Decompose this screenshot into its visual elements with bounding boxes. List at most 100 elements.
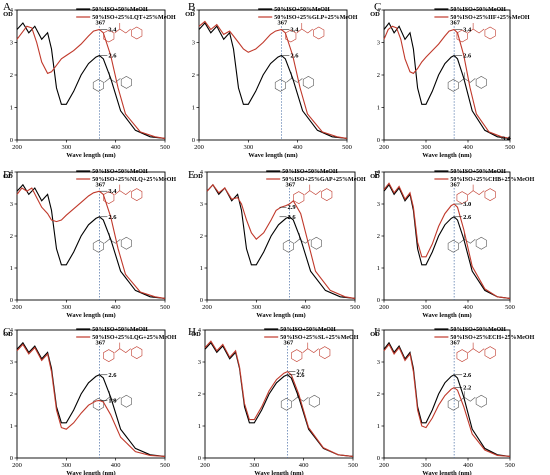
x-axis-label: Wave length (nm) [422, 470, 471, 475]
structure-ring-right [310, 236, 322, 250]
x-tick-label: 500 [350, 304, 360, 311]
y-tick-label: 1 [192, 105, 195, 112]
legend-label: 50%ISO+25%LQT+25%MeOH [92, 15, 176, 21]
y-tick-label: 3 [192, 40, 195, 47]
plot-frame [16, 329, 166, 459]
y-axis-label: OD [370, 331, 380, 338]
iso-structure [282, 233, 322, 253]
structure-bridge [467, 190, 485, 195]
x-axis-label: Wave length (nm) [66, 470, 115, 475]
y-tick-label: 4 [377, 327, 381, 334]
x-tick-label: 500 [505, 462, 515, 469]
peak-label: 367 [278, 20, 289, 27]
annotation-value: 1.8 [108, 397, 117, 404]
x-tick-label: 200 [379, 304, 389, 311]
legend-label: 50%ISO+50%MeOH [274, 7, 330, 13]
structure-bridge [304, 190, 321, 195]
y-tick-label: 0 [377, 297, 380, 304]
y-tick-label: 0 [10, 455, 13, 462]
x-tick-label: 400 [111, 144, 121, 151]
structure-ring-right [120, 236, 132, 250]
legend-label: 50%ISO+50%MeOH [92, 169, 148, 175]
panel-letter: C [374, 1, 381, 13]
structure-ring-right [321, 188, 333, 201]
y-tick-label: 0 [10, 137, 13, 144]
y-tick-label: 1 [377, 105, 380, 112]
peak-label: 367 [286, 181, 297, 188]
x-tick-label: 300 [421, 304, 431, 311]
y-tick-label: 3 [377, 201, 380, 208]
annotation-value: 3.4 [502, 135, 511, 142]
plot-frame [383, 9, 511, 141]
plot-frame [16, 171, 166, 301]
x-tick-label: 200 [12, 144, 22, 151]
series-line-2 [383, 182, 511, 299]
y-tick-label: 0 [377, 137, 380, 144]
legend-label: 50%ISO+25%IIF+25%MeOH [450, 15, 530, 21]
y-tick-label: 2 [10, 233, 13, 240]
series-line-1 [383, 21, 511, 139]
structure-ring-left [291, 349, 303, 362]
structure-bridge [104, 396, 121, 402]
series-line-2 [16, 187, 166, 299]
structure-ring-left [293, 191, 305, 204]
structure-ring-right [313, 26, 325, 40]
series-line-1 [206, 183, 356, 299]
structure-ring-right [131, 346, 143, 359]
panel-letter: A [3, 1, 11, 13]
y-tick-label: 2 [377, 72, 380, 79]
x-tick-label: 200 [200, 462, 210, 469]
annotation-value: 2.2 [463, 385, 471, 392]
structure-bridge [302, 348, 319, 353]
structure-bridge [296, 28, 313, 34]
legend-label: 50%ISO+25%ECH+25%MeOH [450, 335, 534, 341]
x-axis-label: Wave length (nm) [248, 152, 297, 159]
iso-structure [92, 391, 132, 411]
legend-label: 50%ISO+50%MeOH [450, 7, 506, 13]
annotation-value: 2.6 [463, 214, 472, 221]
structure-bridge [104, 238, 121, 244]
legend-label: 50%ISO+25%CHB+25%MeOH [450, 177, 534, 183]
x-tick-label: 200 [194, 144, 204, 151]
y-tick-label: 1 [10, 265, 13, 272]
x-tick-label: 400 [111, 304, 121, 311]
structure-ring-left [447, 79, 459, 92]
y-tick-label: 3 [377, 359, 380, 366]
structure-ring-right [302, 76, 314, 89]
y-axis-label: OD [3, 11, 13, 18]
x-tick-label: 500 [348, 462, 358, 469]
series-line-1 [16, 183, 166, 299]
y-tick-label: 0 [10, 297, 13, 304]
x-tick-label: 400 [301, 304, 311, 311]
peak-label: 367 [450, 181, 461, 188]
y-tick-label: 4 [200, 169, 204, 176]
y-tick-label: 3 [200, 201, 203, 208]
y-axis-label: OD [191, 331, 201, 338]
series-line-1 [198, 22, 348, 139]
y-tick-label: 4 [192, 7, 196, 14]
x-tick-label: 400 [463, 304, 473, 311]
peak-label: 367 [284, 339, 295, 346]
x-tick-label: 400 [293, 144, 303, 151]
additive-structure [456, 184, 496, 204]
legend-label: 50%ISO+25%GLP+25%MeOH [274, 15, 358, 21]
annotation-value: 2.6 [108, 214, 117, 221]
annotation-value: 3.0 [463, 201, 471, 208]
x-tick-label: 500 [160, 462, 170, 469]
series-line-2 [198, 20, 348, 139]
series-line-1 [16, 341, 166, 457]
panel-letter: G [3, 326, 11, 338]
x-tick-label: 400 [299, 462, 309, 469]
structure-ring-left [274, 79, 286, 92]
y-tick-label: 0 [200, 297, 203, 304]
y-tick-label: 2 [192, 72, 195, 79]
y-tick-label: 3 [10, 40, 13, 47]
plot-frame [383, 171, 511, 301]
y-tick-label: 4 [10, 169, 14, 176]
y-tick-label: 3 [198, 359, 201, 366]
